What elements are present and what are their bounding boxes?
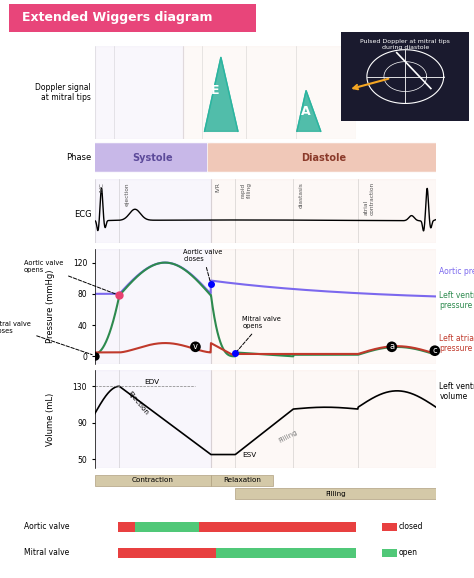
- Bar: [382, 523, 397, 531]
- Text: Left atrial
pressure: Left atrial pressure: [439, 334, 474, 353]
- Text: A: A: [301, 105, 310, 118]
- Text: EDV: EDV: [144, 380, 159, 386]
- Bar: [135, 523, 199, 532]
- Bar: [183, 46, 356, 139]
- Text: Mitral valve
closes: Mitral valve closes: [0, 321, 92, 355]
- Bar: [235, 488, 436, 499]
- Bar: [199, 523, 356, 532]
- Text: Left ventricular
pressure: Left ventricular pressure: [439, 291, 474, 310]
- Text: Contraction: Contraction: [132, 477, 174, 483]
- Bar: [382, 549, 397, 557]
- Text: c: c: [432, 346, 437, 355]
- Text: rapid
filling: rapid filling: [241, 182, 252, 198]
- Bar: [211, 475, 273, 486]
- Text: Doppler signal
at mitral tips: Doppler signal at mitral tips: [35, 83, 91, 102]
- Text: Volume (mL): Volume (mL): [46, 392, 55, 446]
- Bar: [95, 475, 211, 486]
- Bar: [95, 46, 183, 139]
- FancyBboxPatch shape: [91, 143, 214, 172]
- Text: a: a: [389, 342, 394, 351]
- Bar: [118, 548, 199, 558]
- Text: Aortic pressure: Aortic pressure: [439, 267, 474, 276]
- Text: closed: closed: [399, 523, 424, 531]
- Text: Extended Wiggers diagram: Extended Wiggers diagram: [22, 12, 212, 24]
- Text: IVC: IVC: [99, 182, 104, 192]
- Text: Left ventricular
volume: Left ventricular volume: [439, 382, 474, 401]
- Bar: [95, 179, 211, 243]
- Text: Systole: Systole: [132, 153, 173, 162]
- Bar: [211, 249, 436, 364]
- FancyBboxPatch shape: [208, 143, 439, 172]
- Text: Phase: Phase: [66, 153, 91, 162]
- Text: v: v: [193, 342, 198, 351]
- Text: open: open: [399, 549, 418, 557]
- Text: Ejection: Ejection: [126, 390, 149, 416]
- Text: ejection: ejection: [125, 182, 130, 206]
- Text: ESV: ESV: [242, 452, 256, 458]
- Text: diastasis: diastasis: [299, 182, 304, 208]
- Text: Diastole: Diastole: [301, 153, 346, 162]
- Polygon shape: [297, 91, 321, 131]
- Text: Filling: Filling: [325, 491, 346, 497]
- Bar: [211, 370, 436, 468]
- Text: ECG: ECG: [74, 210, 91, 218]
- Bar: [211, 179, 436, 243]
- Bar: [95, 249, 211, 364]
- Text: atrial
contraction: atrial contraction: [364, 182, 374, 215]
- Bar: [95, 370, 211, 468]
- Text: Aortic valve
opens: Aortic valve opens: [24, 260, 117, 294]
- Text: Relaxation: Relaxation: [223, 477, 261, 483]
- Text: Aortic valve: Aortic valve: [24, 522, 69, 531]
- Bar: [118, 523, 135, 532]
- Bar: [199, 548, 216, 558]
- Text: IVR: IVR: [215, 182, 220, 192]
- Text: E: E: [210, 84, 219, 97]
- Text: Pulsed Doppler at mitral tips
during diastole: Pulsed Doppler at mitral tips during dia…: [360, 39, 450, 50]
- Text: Mitral valve: Mitral valve: [24, 548, 69, 557]
- Text: Filling: Filling: [278, 429, 299, 444]
- Text: Mitral valve
opens: Mitral valve opens: [237, 316, 281, 351]
- Bar: [216, 548, 356, 558]
- Polygon shape: [205, 57, 238, 131]
- Text: Pressure (mmHg): Pressure (mmHg): [46, 269, 55, 343]
- Text: Aortic valve
closes: Aortic valve closes: [183, 249, 223, 281]
